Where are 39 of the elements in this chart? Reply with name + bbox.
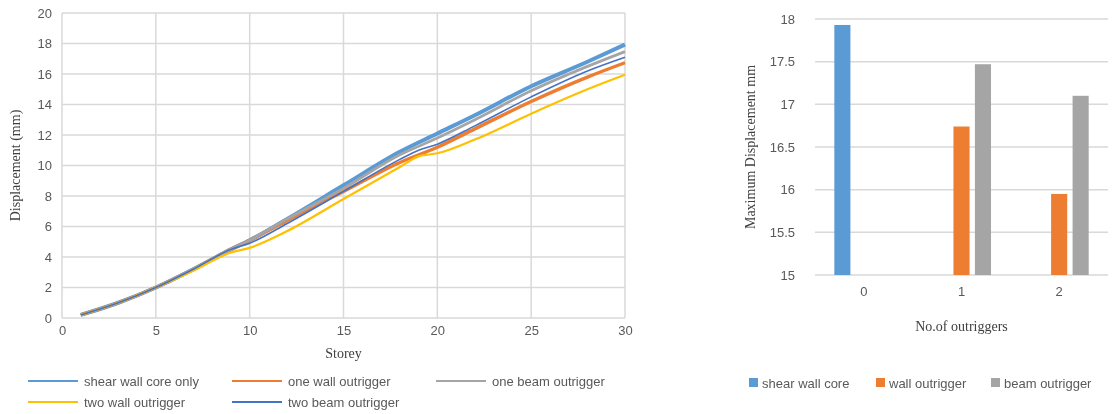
y-tick-label: 16 xyxy=(37,66,52,82)
x-tick-label: 20 xyxy=(430,323,446,339)
legend-label: two beam outrigger xyxy=(288,395,400,410)
x-axis-title: Storey xyxy=(325,346,362,361)
y-tick-label: 16 xyxy=(780,182,795,198)
x-tick-label: 30 xyxy=(618,323,633,339)
y-tick-label: 16.5 xyxy=(769,139,795,155)
legend-label: shear wall core xyxy=(762,376,850,391)
y-tick-label: 20 xyxy=(37,5,52,21)
y-tick-label: 0 xyxy=(44,310,52,326)
legend-label: one beam outrigger xyxy=(492,374,606,389)
y-axis-title: Maximum Displacement mm xyxy=(743,64,758,230)
y-tick-label: 15 xyxy=(780,267,795,283)
x-axis-title: No.of outriggers xyxy=(915,319,1008,334)
y-tick-label: 18 xyxy=(37,36,52,52)
y-axis-title: Displacement (mm) xyxy=(8,109,24,222)
y-tick-label: 6 xyxy=(44,219,52,235)
x-tick-label: 10 xyxy=(242,323,258,339)
x-tick-label: 25 xyxy=(524,323,539,339)
legend-label: wall outrigger xyxy=(888,376,967,391)
y-tick-label: 8 xyxy=(44,188,52,204)
x-tick-label: 15 xyxy=(336,323,352,339)
y-tick-label: 17.5 xyxy=(769,54,795,70)
x-tick-label: 1 xyxy=(957,284,966,300)
x-tick-label: 0 xyxy=(860,284,868,300)
y-tick-label: 10 xyxy=(37,158,52,174)
x-tick-label: 2 xyxy=(1055,284,1063,300)
legend-label: beam outrigger xyxy=(1004,376,1093,391)
legend-label: one wall outrigger xyxy=(288,374,392,389)
y-tick-label: 14 xyxy=(37,97,52,113)
y-tick-label: 17 xyxy=(780,96,795,112)
x-tick-label: 5 xyxy=(152,323,160,339)
legend-label: shear wall core only xyxy=(84,374,200,389)
legend-label: two wall outrigger xyxy=(84,395,186,410)
x-tick-label: 0 xyxy=(58,323,67,339)
y-tick-label: 12 xyxy=(37,127,52,143)
y-tick-label: 15.5 xyxy=(769,224,795,240)
y-tick-label: 18 xyxy=(780,11,795,27)
y-tick-label: 4 xyxy=(44,249,52,265)
